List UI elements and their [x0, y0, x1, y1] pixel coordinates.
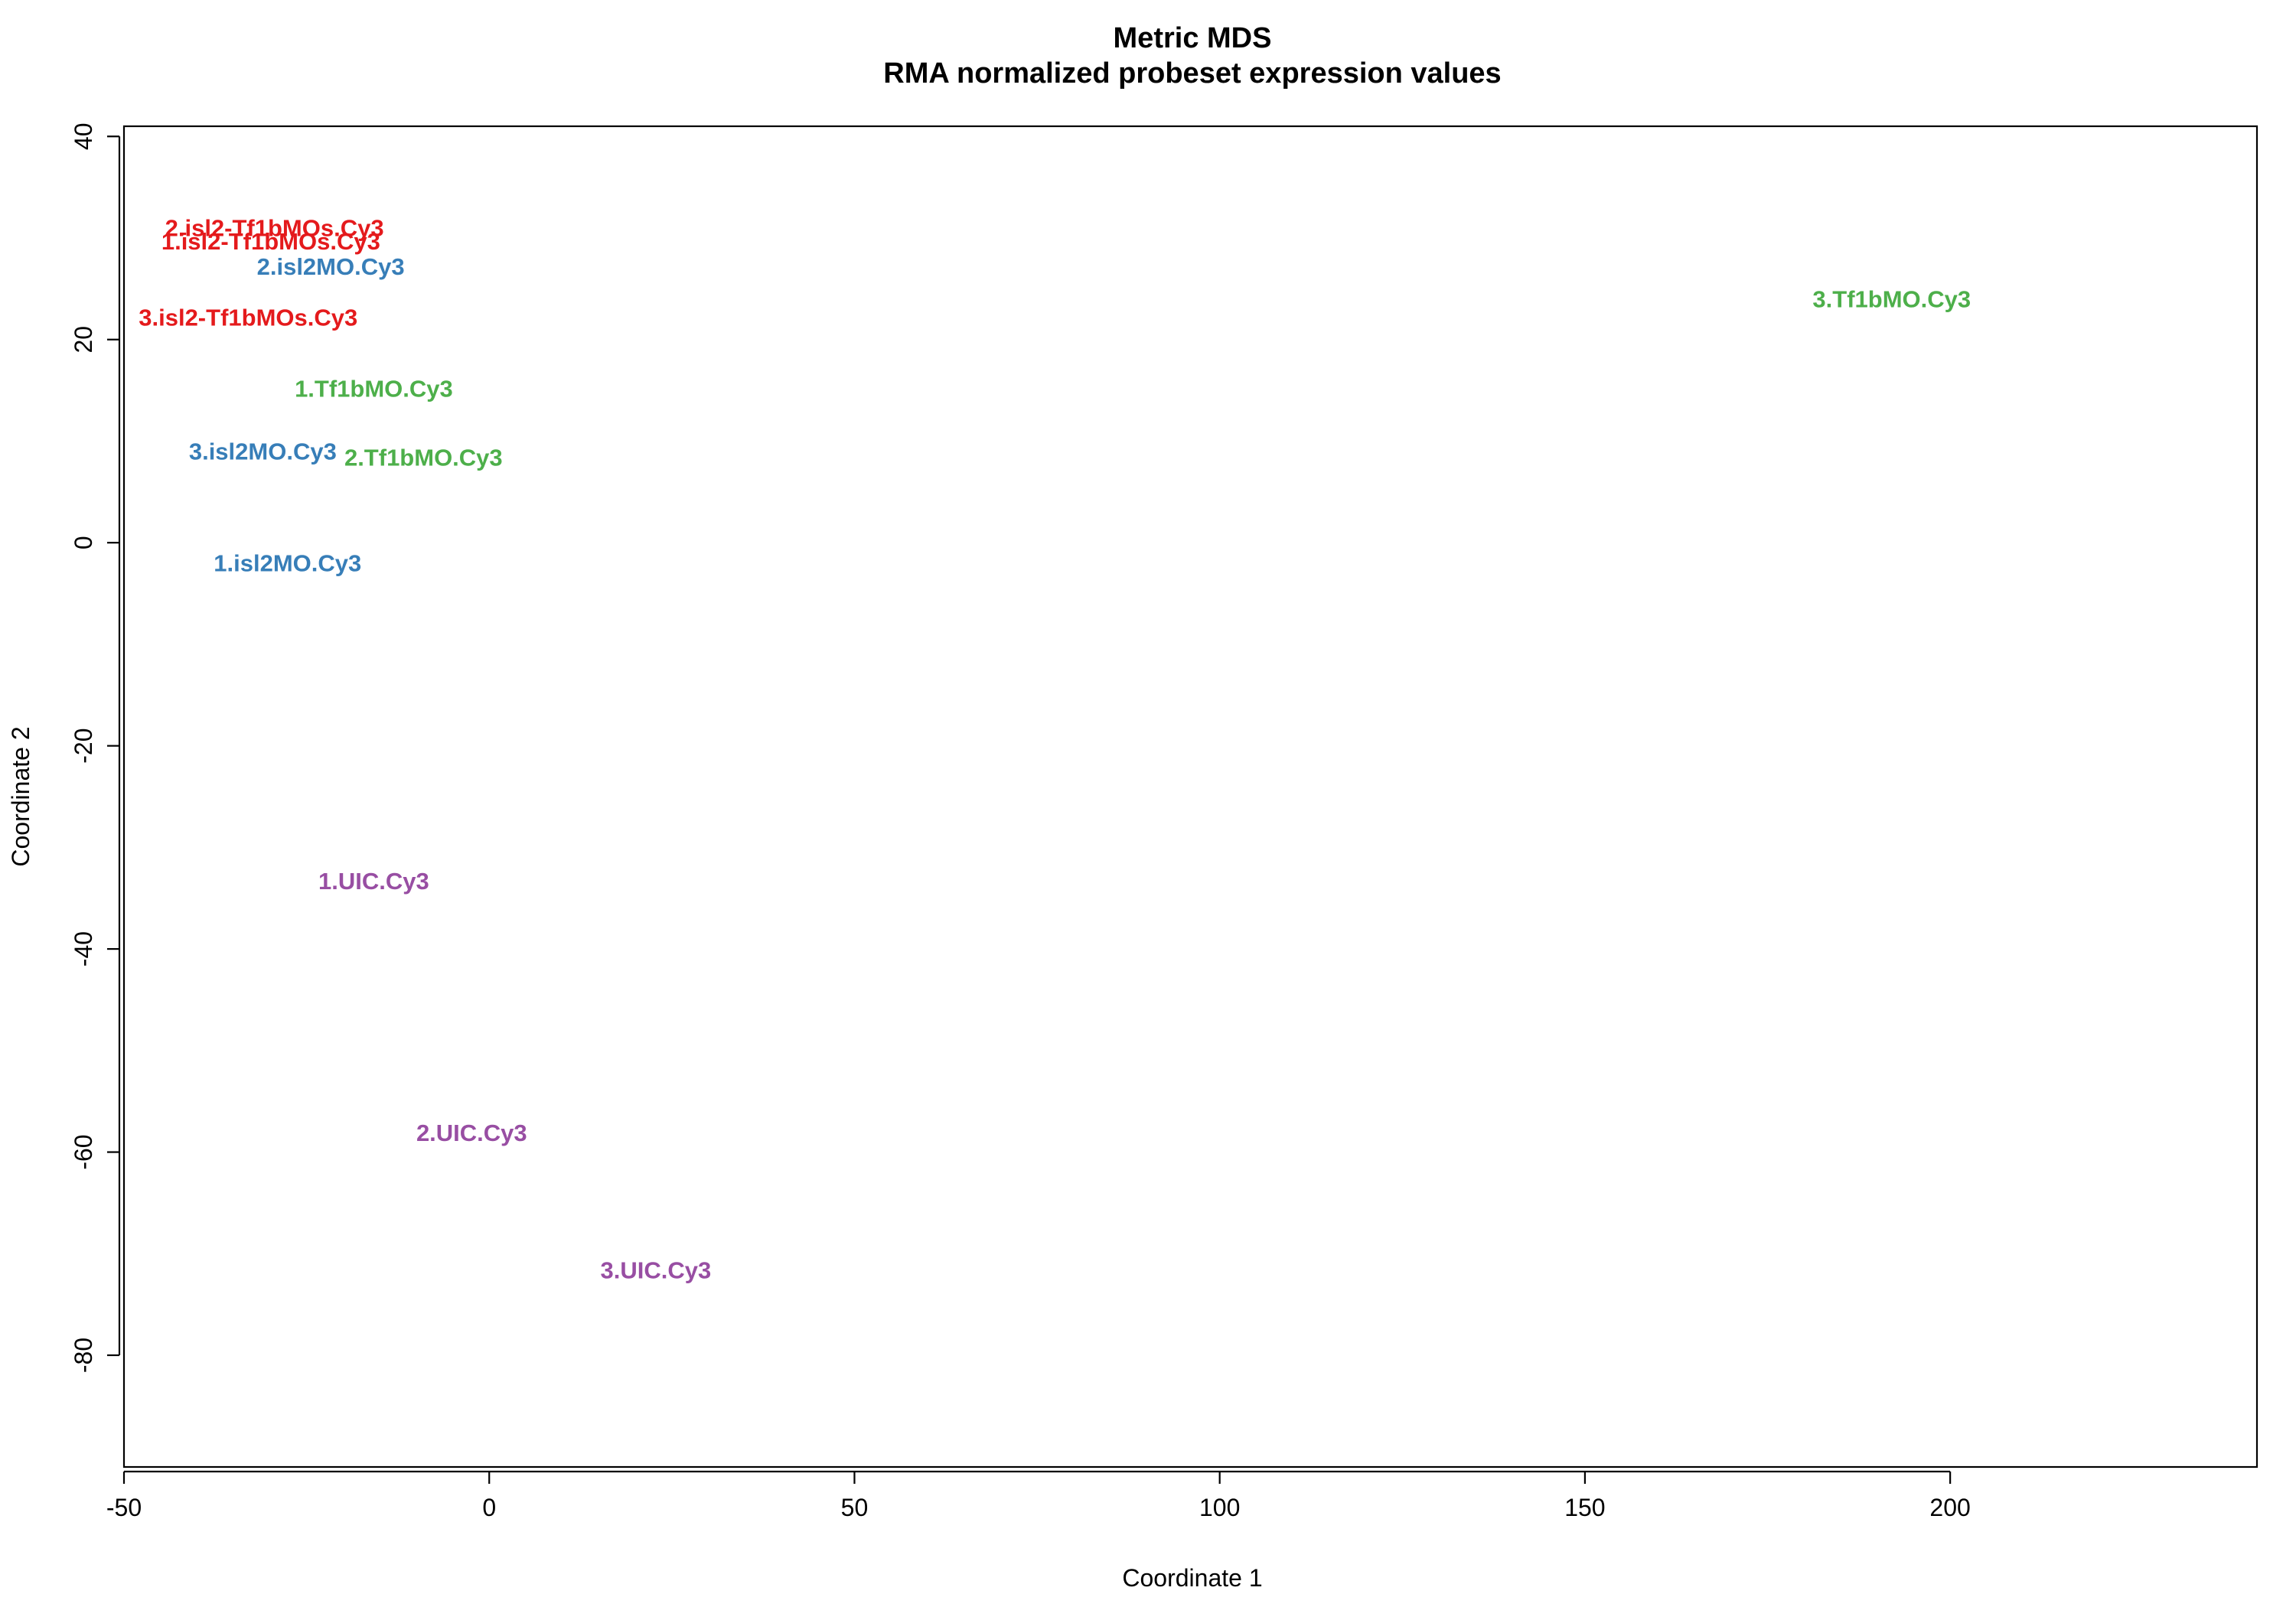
chart-title: Metric MDS [1114, 22, 1272, 54]
chart-subtitle: RMA normalized probeset expression value… [883, 57, 1501, 90]
y-axis-label: Coordinate 2 [7, 726, 34, 866]
y-tick-label: -80 [70, 1338, 97, 1373]
point-label: 1.isl2-Tf1bMOs.Cy3 [161, 228, 380, 255]
y-tick-label: 40 [70, 122, 97, 150]
x-axis-label: Coordinate 1 [1122, 1564, 1262, 1592]
y-tick-label: -40 [70, 931, 97, 966]
y-axis: -80 -60 -40 -20 0 20 40 [70, 122, 121, 1373]
y-tick-label: 20 [70, 326, 97, 354]
plot-area-frame [122, 125, 2258, 1468]
point-label: 3.isl2MO.Cy3 [189, 438, 337, 465]
point-label: 2.isl2-Tf1bMOs.Cy3 [165, 215, 384, 242]
x-tick-label: -50 [106, 1494, 142, 1521]
y-tick-label: -20 [70, 729, 97, 764]
y-tick-label: 0 [70, 536, 97, 549]
x-axis: -50 0 50 100 150 200 [106, 1470, 1971, 1521]
point-label: 3.UIC.Cy3 [600, 1257, 711, 1283]
x-tick-label: 0 [482, 1494, 496, 1521]
y-tick-label: -60 [70, 1134, 97, 1169]
point-label: 1.isl2MO.Cy3 [214, 550, 361, 577]
point-label: 2.isl2MO.Cy3 [257, 253, 405, 280]
x-tick-label: 150 [1564, 1494, 1605, 1521]
point-label: 1.Tf1bMO.Cy3 [295, 375, 453, 402]
point-label: 3.Tf1bMO.Cy3 [1812, 285, 1971, 312]
x-tick-label: 50 [841, 1494, 869, 1521]
point-label: 2.UIC.Cy3 [416, 1120, 527, 1146]
x-tick-label: 200 [1929, 1494, 1970, 1521]
point-label: 1.UIC.Cy3 [318, 868, 429, 895]
point-label: 2.Tf1bMO.Cy3 [344, 445, 503, 471]
x-tick-label: 100 [1199, 1494, 1240, 1521]
point-label: 3.isl2-Tf1bMOs.Cy3 [139, 304, 357, 331]
